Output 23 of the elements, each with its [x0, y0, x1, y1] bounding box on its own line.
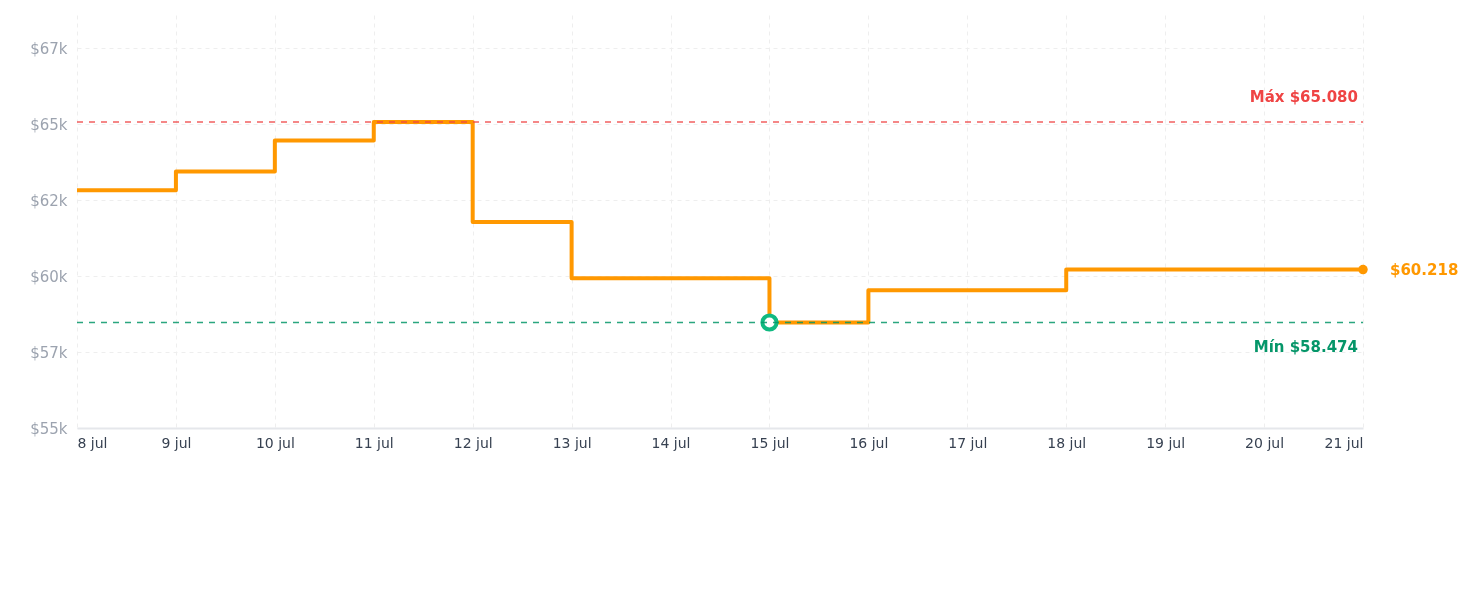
x-tick-label: 17 jul	[948, 434, 988, 451]
x-tick-label: 20 jul	[1245, 434, 1285, 451]
x-tick-label: 10 jul	[255, 434, 295, 451]
y-tick-label: $67k	[30, 39, 68, 58]
y-tick-label: $57k	[30, 343, 68, 362]
x-tick-label: 18 jul	[1047, 434, 1087, 451]
x-tick-label: 9 jul	[161, 434, 192, 451]
y-tick-label: $60k	[30, 267, 68, 286]
x-tick-label: 11 jul	[354, 434, 394, 451]
x-tick-label: 21 jul	[1324, 434, 1364, 451]
ref-line-label: Mín $58.474	[1253, 337, 1358, 356]
x-tick-label: 13 jul	[552, 434, 592, 451]
annotation: $60.218	[1390, 260, 1459, 279]
y-tick-label: $65k	[30, 115, 68, 134]
y-tick-label: $62k	[30, 191, 68, 210]
x-tick-label: 8 jul	[77, 434, 108, 451]
x-tick-label: 19 jul	[1146, 434, 1186, 451]
y-tick-label: $55k	[30, 419, 68, 438]
x-tick-label: 12 jul	[453, 434, 493, 451]
ref-line-label: Máx $65.080	[1249, 87, 1358, 106]
x-tick-label: 15 jul	[750, 434, 790, 451]
x-tick-label: 16 jul	[849, 434, 889, 451]
x-tick-label: 14 jul	[651, 434, 691, 451]
